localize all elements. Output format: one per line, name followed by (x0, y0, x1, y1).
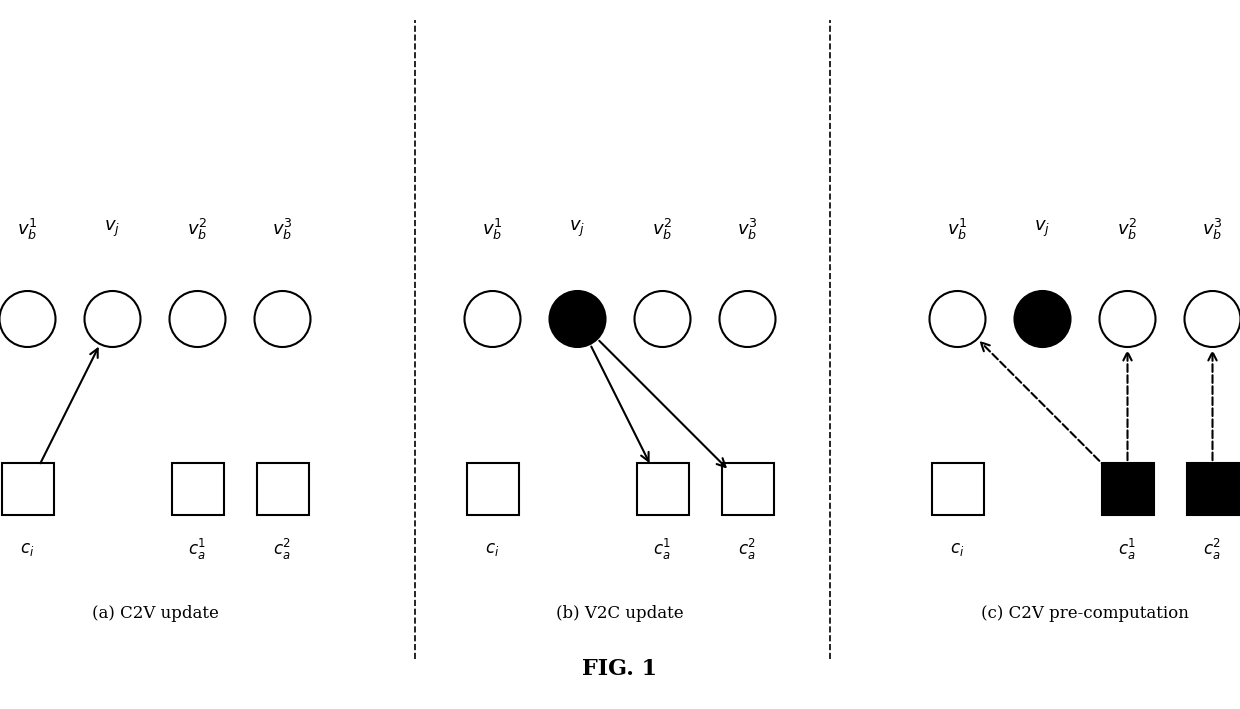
Bar (466, 463, 518, 515)
Circle shape (930, 291, 986, 347)
Bar (1187, 463, 1239, 515)
Circle shape (1184, 291, 1240, 347)
Circle shape (1014, 291, 1070, 347)
Bar (257, 463, 309, 515)
Text: $v_j$: $v_j$ (569, 219, 585, 239)
Text: $c_a^1$: $c_a^1$ (188, 537, 207, 562)
Text: (c) C2V pre-computation: (c) C2V pre-computation (981, 605, 1189, 623)
Circle shape (549, 291, 605, 347)
Text: $c_a^2$: $c_a^2$ (738, 537, 756, 562)
Circle shape (465, 291, 521, 347)
Circle shape (84, 291, 140, 347)
Text: $c_i$: $c_i$ (20, 540, 35, 557)
FancyArrowPatch shape (591, 347, 649, 461)
Text: $v_b^2$: $v_b^2$ (1117, 216, 1137, 242)
Text: $c_a^1$: $c_a^1$ (653, 537, 672, 562)
FancyArrowPatch shape (41, 349, 98, 463)
Text: $v_j$: $v_j$ (1034, 219, 1050, 239)
Text: $v_b^1$: $v_b^1$ (17, 216, 37, 242)
Text: $v_b^2$: $v_b^2$ (187, 216, 207, 242)
Text: (b) V2C update: (b) V2C update (557, 605, 683, 623)
Bar (722, 463, 774, 515)
FancyArrowPatch shape (1123, 352, 1132, 460)
Text: $v_b^2$: $v_b^2$ (652, 216, 672, 242)
FancyArrowPatch shape (981, 342, 1107, 469)
Text: $c_a^2$: $c_a^2$ (273, 537, 291, 562)
Bar (931, 463, 983, 515)
Text: $c_i$: $c_i$ (485, 540, 500, 557)
Circle shape (635, 291, 691, 347)
Bar (1101, 463, 1153, 515)
Text: $v_b^3$: $v_b^3$ (1203, 216, 1223, 242)
Text: $v_b^1$: $v_b^1$ (482, 216, 502, 242)
Bar (1, 463, 53, 515)
Circle shape (719, 291, 775, 347)
FancyArrowPatch shape (1208, 352, 1216, 460)
Text: $c_a^1$: $c_a^1$ (1118, 537, 1137, 562)
Text: (a) C2V update: (a) C2V update (92, 605, 218, 623)
Bar (636, 463, 688, 515)
Circle shape (1100, 291, 1156, 347)
Text: $v_b^3$: $v_b^3$ (738, 216, 758, 242)
Circle shape (254, 291, 310, 347)
Text: $c_a^2$: $c_a^2$ (1203, 537, 1221, 562)
Circle shape (0, 291, 56, 347)
Text: $v_j$: $v_j$ (104, 219, 120, 239)
Bar (171, 463, 223, 515)
Circle shape (170, 291, 226, 347)
Text: $v_b^1$: $v_b^1$ (947, 216, 967, 242)
Text: $v_b^3$: $v_b^3$ (273, 216, 293, 242)
FancyArrowPatch shape (599, 341, 725, 467)
Text: FIG. 1: FIG. 1 (583, 658, 657, 680)
Text: $c_i$: $c_i$ (950, 540, 965, 557)
